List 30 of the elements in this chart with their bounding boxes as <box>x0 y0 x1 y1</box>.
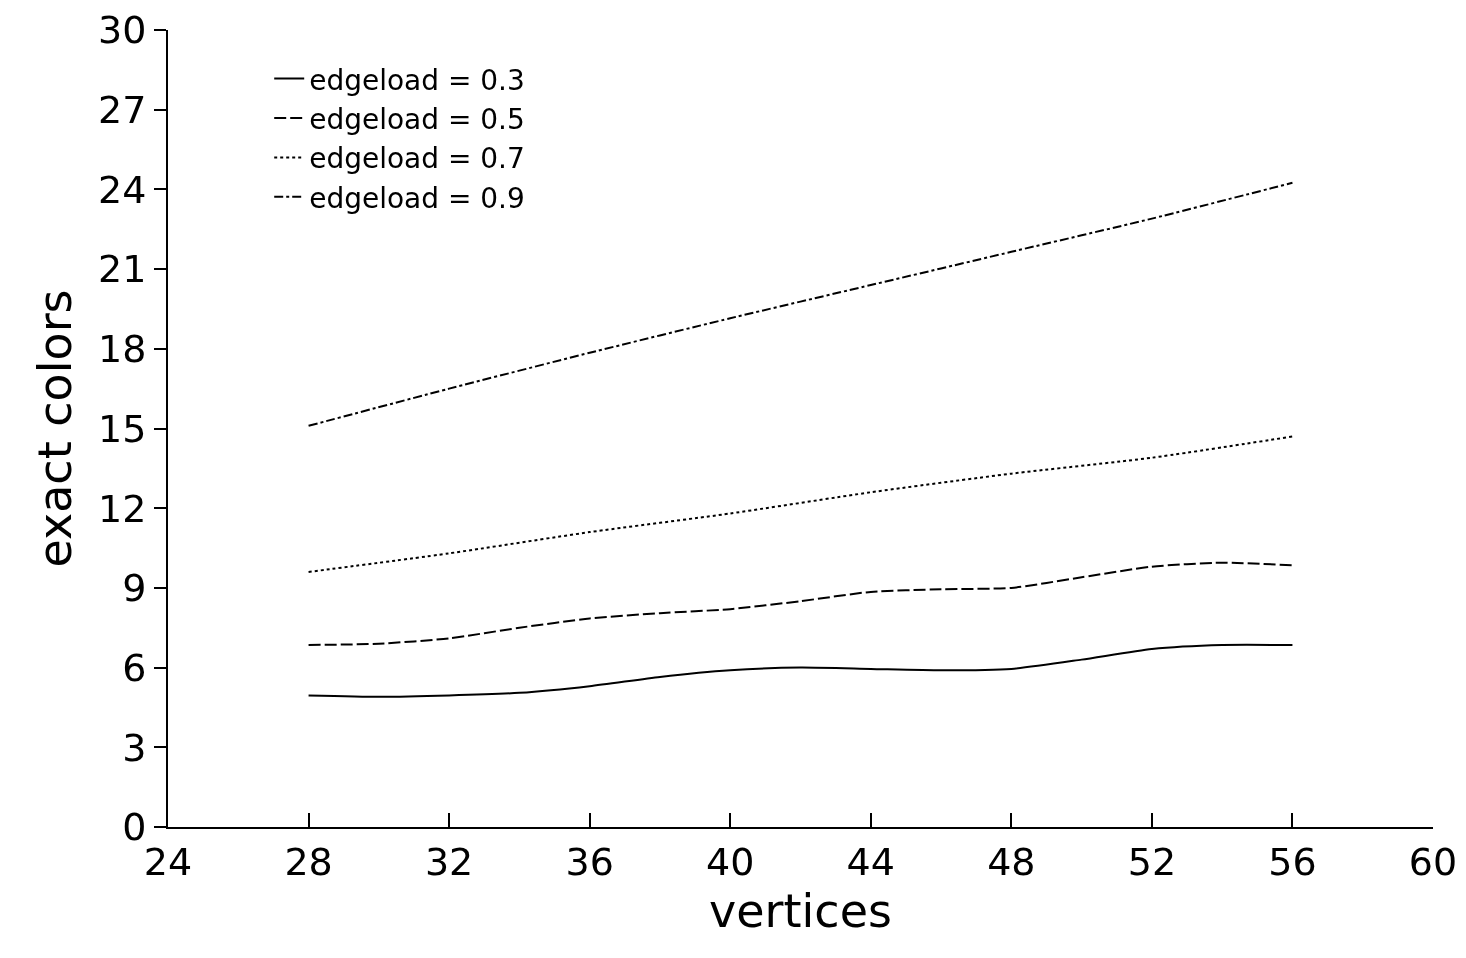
legend-label: edgeload = 0.5 <box>309 102 525 136</box>
y-tick-label: 21 <box>98 247 147 292</box>
x-tick-label: 40 <box>706 839 755 884</box>
y-tick-label: 9 <box>122 566 147 611</box>
y-tick-label: 3 <box>122 725 147 770</box>
x-tick-label: 48 <box>987 839 1036 884</box>
x-axis-title: vertices <box>709 883 892 938</box>
legend-label: edgeload = 0.7 <box>309 142 525 176</box>
x-tick-label: 52 <box>1127 839 1177 884</box>
x-tick-label: 44 <box>846 839 895 884</box>
y-tick-label: 18 <box>98 327 147 372</box>
y-tick-label: 24 <box>98 167 147 212</box>
y-axis-title: exact colors <box>27 289 82 568</box>
y-tick-label: 0 <box>122 805 147 850</box>
line-series <box>307 643 1294 698</box>
legend-label: edgeload = 0.3 <box>309 63 525 97</box>
y-tick-label: 15 <box>98 406 147 451</box>
x-tick-label: 28 <box>284 839 333 884</box>
legend-label: edgeload = 0.9 <box>309 181 525 215</box>
y-tick-label: 12 <box>98 486 147 531</box>
x-tick-label: 36 <box>565 839 614 884</box>
line-series <box>307 561 1294 647</box>
y-tick-label: 6 <box>122 645 147 690</box>
x-tick-label: 60 <box>1408 839 1458 884</box>
x-tick-label: 56 <box>1268 839 1317 884</box>
line-series <box>307 181 1294 427</box>
x-tick-label: 32 <box>424 839 474 884</box>
y-tick-label: 30 <box>98 8 147 53</box>
line-series <box>307 435 1294 573</box>
y-tick-label: 27 <box>98 88 147 132</box>
